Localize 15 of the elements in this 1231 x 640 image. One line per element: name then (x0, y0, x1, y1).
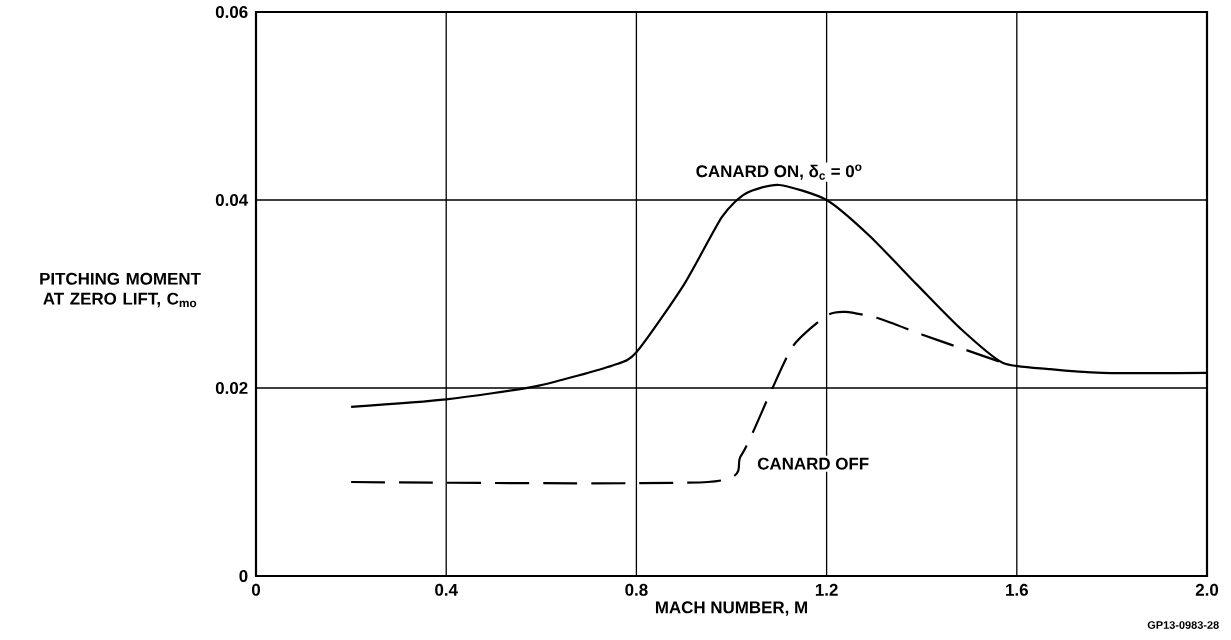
y-tick-label: 0.06 (215, 6, 248, 19)
series-label: CANARD OFF (757, 457, 869, 470)
y-tick-label: 0 (239, 570, 248, 583)
x-tick-label: 1.2 (815, 583, 838, 596)
series-label: CANARD ON, δ$_{c}$ = 0$^{o}$ (696, 164, 862, 180)
y-axis-title: PITCHING MOMENT AT ZERO LIFT, C$_{mo}$ (40, 272, 201, 308)
x-tick-label: 2.0 (1195, 583, 1219, 596)
y-tick-label: 0.04 (215, 194, 249, 207)
x-tick-label: 0 (251, 583, 261, 596)
x-tick-label: 0.8 (625, 583, 648, 596)
x-tick-label: 0.4 (435, 583, 458, 596)
text: GP13-0983-28 (1147, 621, 1219, 629)
x-axis-title: MACH NUMBER, M (655, 601, 808, 616)
y-tick-label: 0.02 (215, 382, 248, 395)
x-tick-label: 1.6 (1006, 583, 1028, 596)
